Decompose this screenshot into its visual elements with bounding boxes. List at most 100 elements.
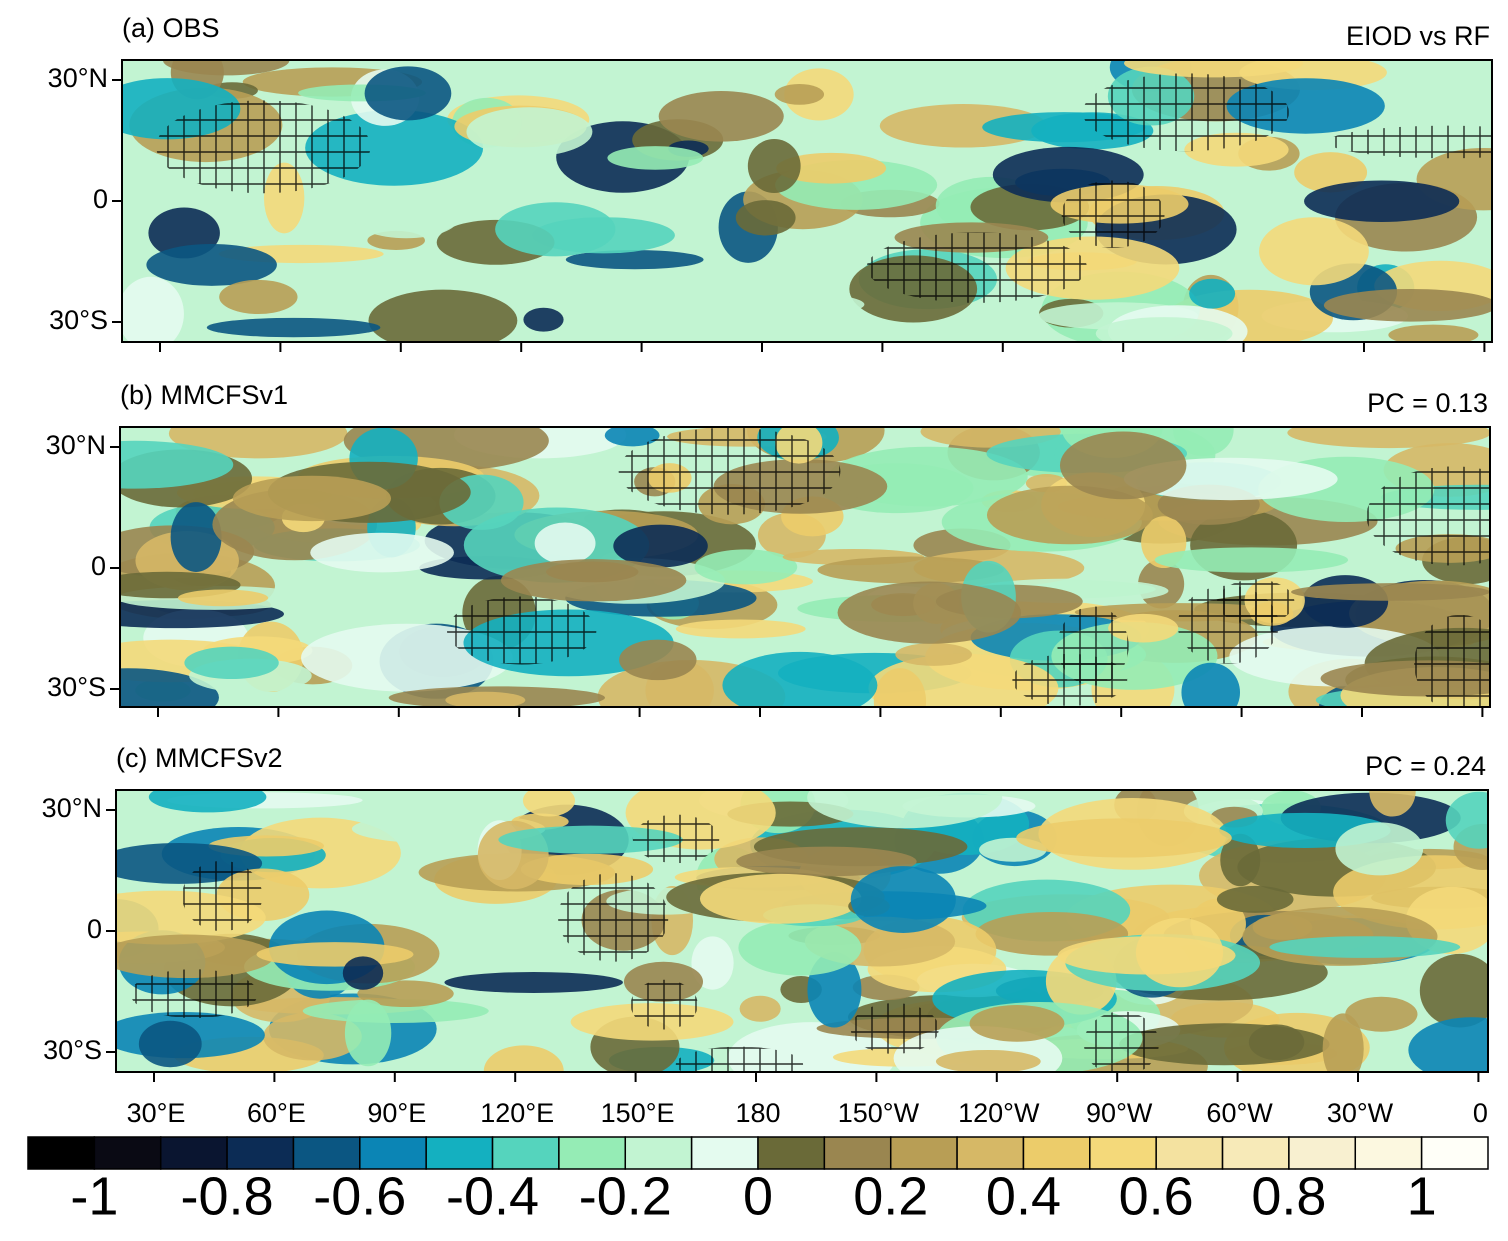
field-blob [736, 846, 917, 877]
lon-tick-label: 60°E [247, 1098, 306, 1128]
field-blob [1294, 152, 1368, 193]
field-blob [138, 1020, 202, 1068]
lat-tick-label: 30°N [46, 430, 106, 460]
field-blob [1181, 662, 1240, 707]
field-blob [483, 1045, 564, 1072]
field-blob [495, 202, 616, 257]
hatch-area [1082, 73, 1289, 152]
colorbar-box [1155, 1136, 1224, 1170]
lon-tick-label: 180 [735, 1098, 780, 1128]
field-blob [747, 138, 801, 194]
field-blob [232, 475, 392, 522]
map-field [122, 60, 1492, 342]
lon-tick-label: 90°W [1086, 1098, 1153, 1128]
field-blob [354, 199, 459, 239]
lat-tick-label: 0 [91, 551, 106, 581]
field-blob [565, 250, 704, 270]
hatch-area [1327, 125, 1492, 159]
field-blob [1189, 278, 1236, 309]
lon-tick-label: 90°E [367, 1098, 426, 1128]
field-blob [738, 920, 862, 976]
field-blob [523, 307, 564, 332]
panel-note: PC = 0.13 [1367, 388, 1488, 418]
field-blob [256, 942, 414, 967]
colorbar-label: 1 [1407, 1166, 1437, 1226]
colorbar-box [1022, 1136, 1091, 1170]
field-blob [613, 524, 708, 568]
colorbar-box [823, 1136, 892, 1170]
hatch-area [675, 1046, 804, 1072]
colorbar-box [889, 1136, 958, 1170]
colorbar-box [27, 1136, 96, 1170]
colorbar-label: -1 [70, 1166, 118, 1226]
lat-tick-label: 0 [93, 184, 108, 214]
colorbar-label: -0.6 [313, 1166, 406, 1226]
hatch-area [630, 979, 698, 1030]
field-blob [1119, 1023, 1330, 1066]
colorbar-label: 0 [743, 1166, 773, 1226]
field-blob [534, 522, 596, 565]
lat-tick-label: 30°S [49, 305, 108, 335]
field-blob [675, 619, 806, 639]
field-blob [722, 651, 878, 707]
colorbar-box [1288, 1136, 1357, 1170]
field-blob [1259, 217, 1369, 286]
field-blob [177, 589, 269, 607]
field-blob [873, 668, 927, 707]
field-blob [1302, 575, 1389, 628]
field-blob [1419, 953, 1488, 1028]
lat-tick-label: 30°N [42, 793, 102, 823]
panel-note: PC = 0.24 [1365, 751, 1486, 781]
lon-tick-label: 120°W [958, 1098, 1040, 1128]
field-blob [1216, 885, 1294, 913]
field-blob [522, 790, 576, 817]
field-blob [364, 66, 452, 121]
lat-tick-label: 30°S [43, 1035, 102, 1065]
panel-title: (a) OBS [122, 13, 220, 43]
hatch-area [632, 814, 720, 864]
colorbar-box [226, 1136, 295, 1170]
hatch-area [1083, 1011, 1159, 1072]
field-blob [895, 642, 972, 666]
lon-tick-label: 150°W [838, 1098, 920, 1128]
colorbar-label: 0.2 [853, 1166, 928, 1226]
lon-tick-label: 60°W [1206, 1098, 1273, 1128]
hatch-area [156, 100, 371, 194]
hatch-area [1012, 653, 1128, 706]
field-blob [728, 292, 865, 317]
lat-tick-label: 30°N [48, 63, 108, 93]
field-blob [739, 995, 781, 1022]
colorbar-label: 0.4 [986, 1166, 1061, 1226]
lon-tick-label: 30°E [127, 1098, 186, 1128]
field-blob [206, 317, 381, 338]
field-blob [1388, 324, 1479, 342]
field-blob [1304, 180, 1460, 222]
field-blob [1408, 1017, 1488, 1072]
field-blob [148, 790, 267, 813]
field-blob [658, 90, 784, 142]
field-blob [817, 556, 1004, 584]
colorbar-box [359, 1136, 427, 1170]
hatch-area [1061, 180, 1165, 248]
field-blob [122, 276, 184, 342]
colorbar-box [956, 1136, 1025, 1170]
colorbar-label: 0.6 [1119, 1166, 1194, 1226]
colorbar-box [425, 1136, 494, 1170]
colorbar-box [1221, 1136, 1290, 1170]
field-blob [691, 936, 734, 990]
field-blob [170, 502, 222, 572]
hatch-area [850, 1003, 939, 1054]
field-blob [1124, 60, 1304, 78]
field-blob [986, 485, 1153, 545]
field-blob [969, 1005, 1065, 1042]
field-blob [607, 146, 704, 170]
field-blob [368, 289, 518, 342]
colorbar-box [159, 1136, 228, 1170]
panel-title: (b) MMCFSv1 [120, 380, 288, 410]
lat-tick-label: 30°S [47, 672, 106, 702]
field-blob [837, 581, 1022, 644]
field-blob [116, 934, 274, 978]
field-blob [357, 980, 454, 1007]
map-field [116, 790, 1488, 1072]
field-blob [1057, 936, 1236, 975]
